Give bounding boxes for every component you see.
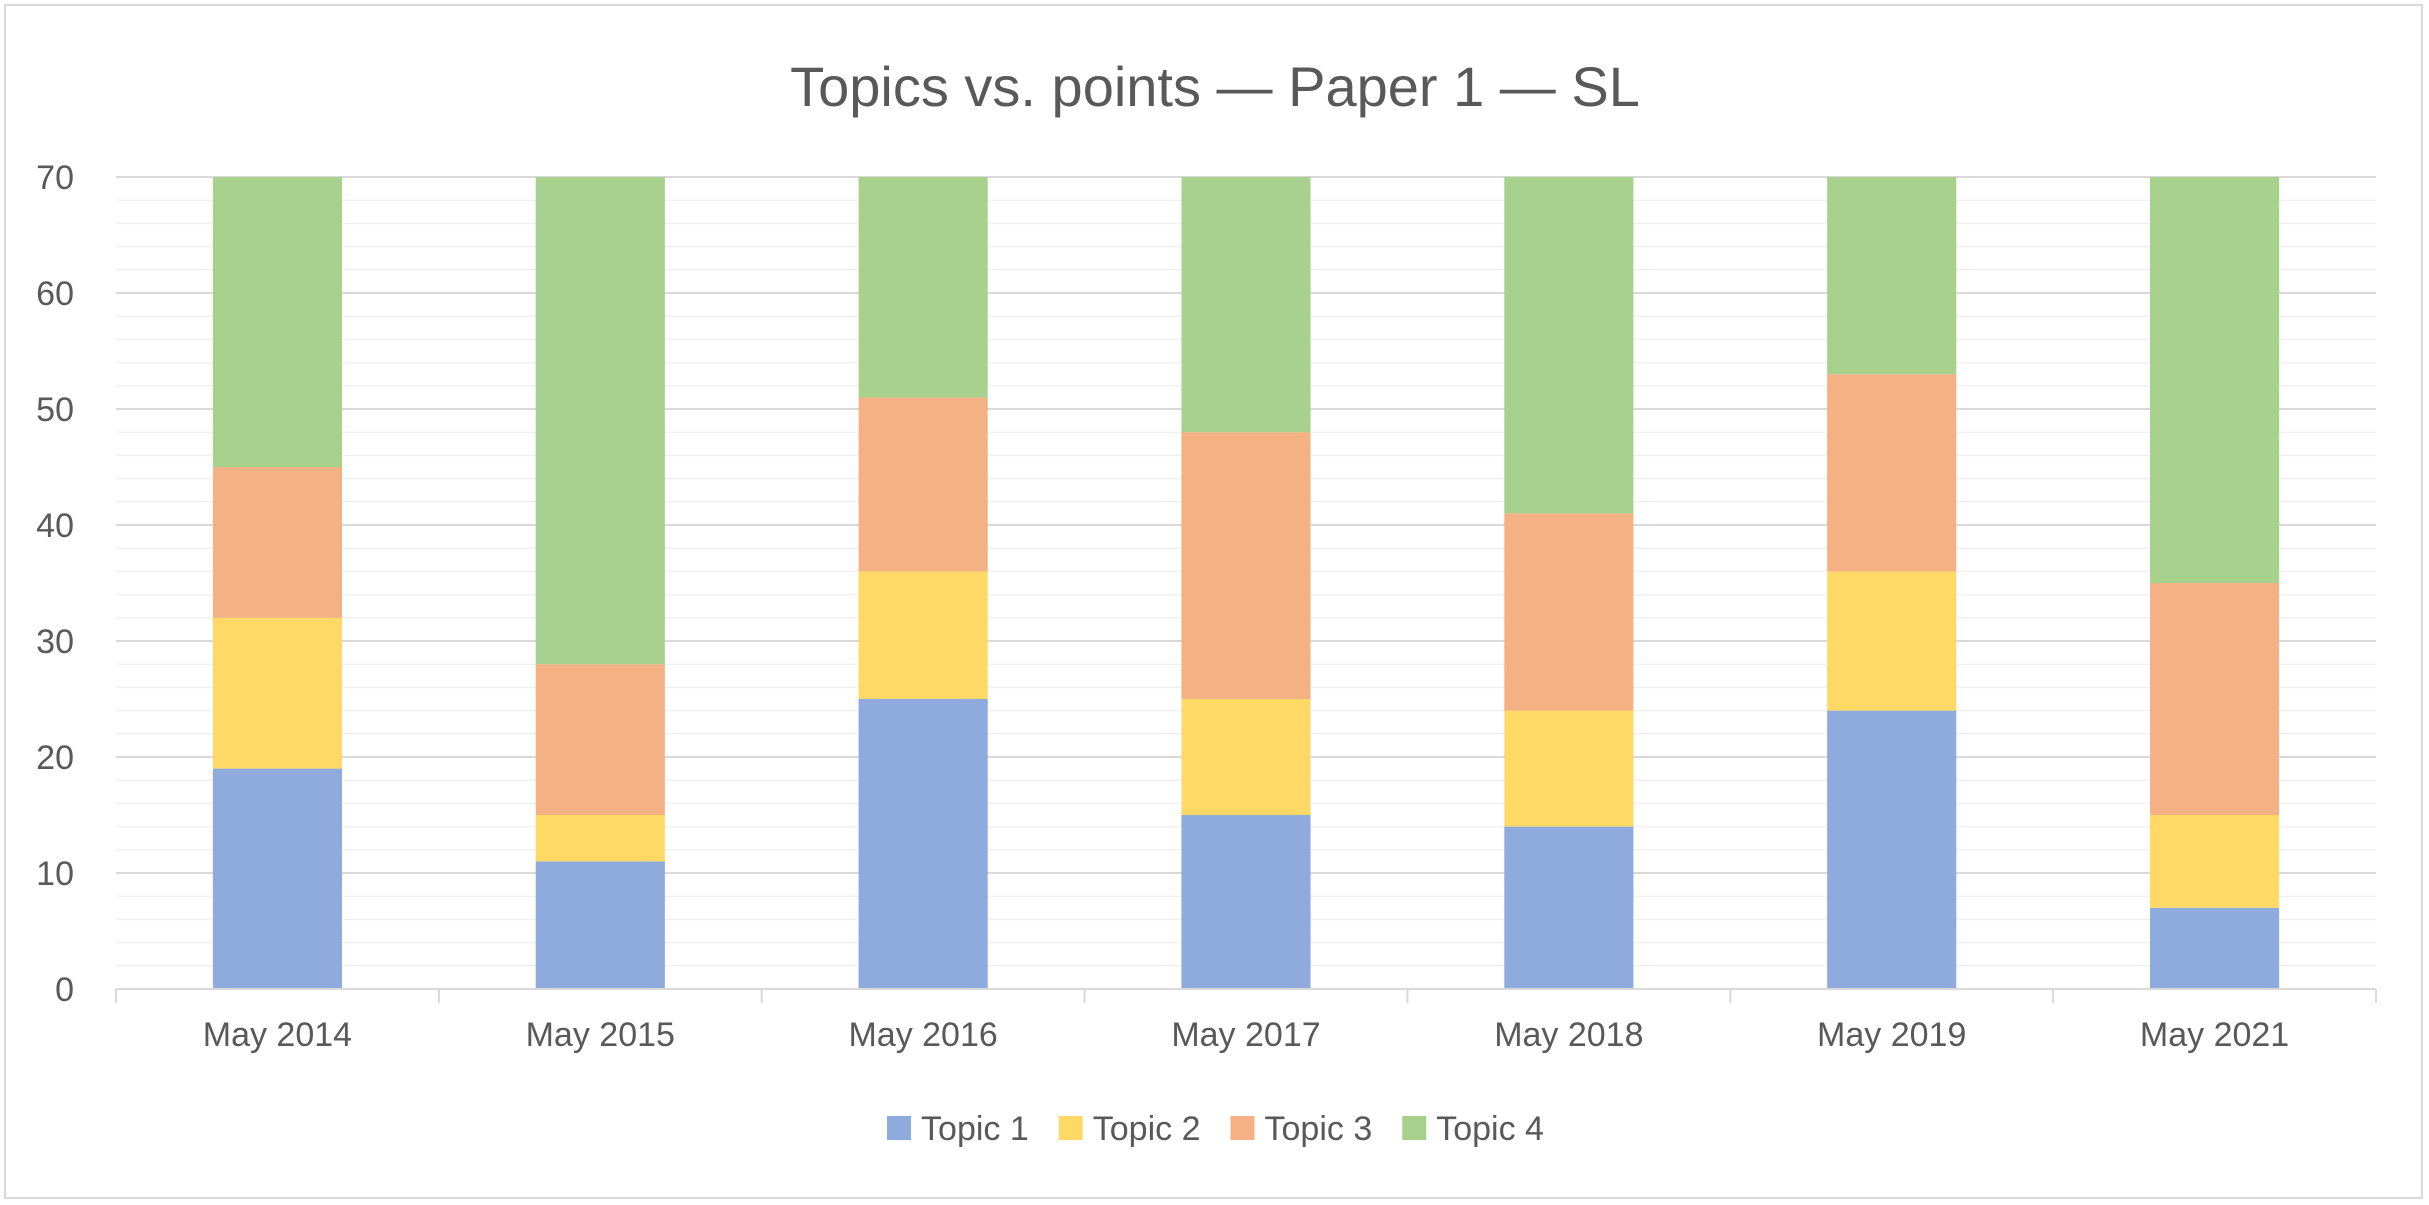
x-tick-label: May 2014: [203, 1016, 352, 1054]
bar-segment: [858, 699, 988, 989]
bar-segment: [1827, 571, 1957, 711]
bar-segment: [858, 397, 988, 572]
bar-segment: [2150, 177, 2280, 583]
bar-segment: [535, 177, 665, 665]
bar-segment: [2150, 583, 2280, 815]
legend-swatch: [887, 1116, 912, 1140]
bar-segment: [212, 617, 342, 769]
x-axis: [115, 988, 2377, 1003]
bar-segment: [212, 467, 342, 618]
x-axis-ticks: May 2014 May 2015 May 2016 May 2017 May 2018…: [203, 1016, 2289, 1054]
x-tick-label: May 2021: [2140, 1016, 2289, 1054]
y-tick-label: 0: [55, 971, 74, 1009]
bars: [212, 177, 2280, 989]
bar-segment: [858, 571, 988, 699]
x-tick-label: May 2018: [1494, 1016, 1643, 1054]
x-tick-label: May 2019: [1817, 1016, 1966, 1054]
bar-segment: [1504, 513, 1634, 711]
chart-frame: Topics vs. points — Paper 1 — SL 0 10 20 30…: [4, 4, 2423, 1199]
bar-segment: [1827, 374, 1957, 572]
y-tick-label: 50: [36, 391, 74, 429]
x-tick-label: May 2015: [526, 1016, 675, 1054]
bar-segment: [535, 664, 665, 815]
legend-swatch: [1058, 1116, 1083, 1140]
y-tick-label: 70: [36, 159, 74, 197]
x-tick-label: May 2017: [1171, 1016, 1320, 1054]
legend-swatch: [1230, 1116, 1255, 1140]
bar-segment: [2150, 815, 2280, 908]
y-tick-label: 20: [36, 739, 74, 777]
chart-title: Topics vs. points — Paper 1 — SL: [790, 55, 1640, 118]
bar-segment: [1181, 432, 1311, 699]
legend-label: Topic 4: [1436, 1110, 1544, 1148]
bar-segment: [212, 177, 342, 467]
legend-label: Topic 2: [1093, 1110, 1201, 1148]
y-tick-label: 10: [36, 855, 74, 893]
chart: Topics vs. points — Paper 1 — SL 0 10 20 30…: [36, 55, 2377, 1148]
bar-segment: [1504, 826, 1634, 989]
y-tick-label: 30: [36, 623, 74, 661]
y-axis-ticks: 0 10 20 30 40 50 60 70: [36, 159, 74, 1009]
bar-segment: [2150, 907, 2280, 989]
bar-segment: [535, 815, 665, 862]
legend-label: Topic 3: [1265, 1110, 1373, 1148]
bar-segment: [1504, 710, 1634, 827]
bar-segment: [1181, 177, 1311, 433]
legend: Topic 1 Topic 2 Topic 3 Topic 4: [887, 1110, 1544, 1148]
x-tick-label: May 2016: [848, 1016, 997, 1054]
y-tick-label: 40: [36, 507, 74, 545]
bar-segment: [858, 177, 988, 398]
bar-segment: [535, 861, 665, 989]
y-tick-label: 60: [36, 275, 74, 313]
bar-segment: [1181, 815, 1311, 989]
bar-segment: [1181, 699, 1311, 815]
bar-segment: [212, 768, 342, 989]
bar-segment: [1827, 177, 1957, 375]
bar-segment: [1504, 177, 1634, 514]
legend-swatch: [1402, 1116, 1427, 1140]
bar-segment: [1827, 710, 1957, 989]
legend-label: Topic 1: [921, 1110, 1029, 1148]
